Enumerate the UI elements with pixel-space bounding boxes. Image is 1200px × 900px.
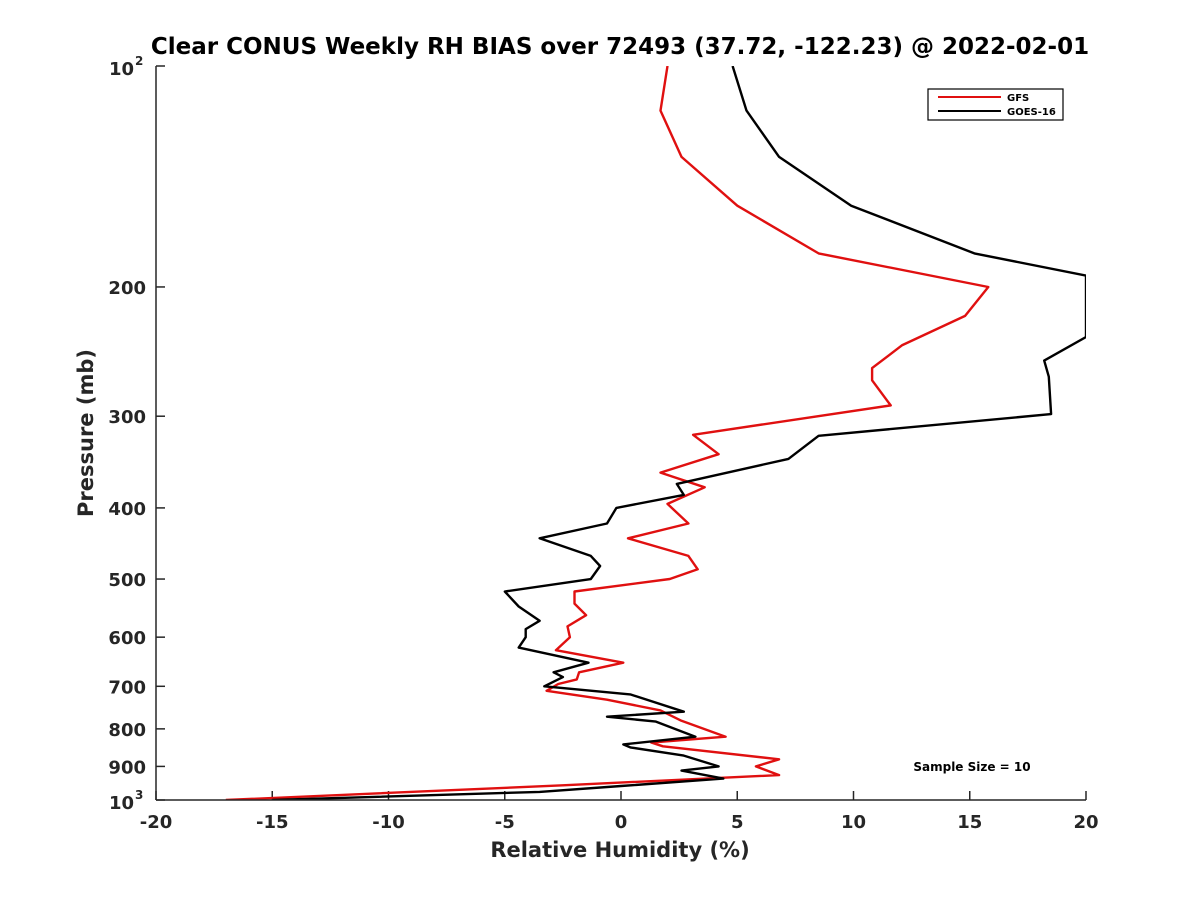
x-tick-label: -15 xyxy=(256,812,289,833)
x-axis-label: Relative Humidity (%) xyxy=(490,838,749,862)
x-tick-label: 0 xyxy=(615,812,628,833)
x-tick-label: -20 xyxy=(140,812,173,833)
axes-layer xyxy=(155,66,1086,801)
y-tick-label: 300 xyxy=(108,407,146,428)
y-tick-label: 600 xyxy=(108,628,146,649)
legend-box xyxy=(927,88,1064,121)
y-tick-label-base: 10 xyxy=(109,793,134,814)
y-tick-label-power: 10 2 xyxy=(109,54,143,80)
x-tick-label: 10 xyxy=(841,812,866,833)
legend-label-gfs: GFS xyxy=(1007,93,1029,104)
y-tick-label-base: 10 xyxy=(109,59,134,80)
y-tick-label-power: 10 3 xyxy=(109,788,143,814)
y-tick-label: 700 xyxy=(108,677,146,698)
x-tick-label: 5 xyxy=(731,812,744,833)
y-tick-label-exponent: 2 xyxy=(135,54,143,68)
legend-label-goes-16: GOES-16 xyxy=(1007,107,1056,118)
y-tick-label-exponent: 3 xyxy=(135,788,143,802)
x-tick-label: -10 xyxy=(372,812,405,833)
x-tick-label: -5 xyxy=(495,812,515,833)
x-tick-label: 15 xyxy=(957,812,982,833)
sample-size-annotation: Sample Size = 10 xyxy=(913,760,1030,774)
series-line-gfs xyxy=(225,66,990,800)
x-tick-label: 20 xyxy=(1073,812,1098,833)
y-tick-label: 800 xyxy=(108,720,146,741)
y-tick-label: 900 xyxy=(108,757,146,778)
y-axis-label: Pressure (mb) xyxy=(74,349,98,517)
y-tick-label: 200 xyxy=(108,278,146,299)
series-layer xyxy=(225,66,1086,800)
series-line-goes-16 xyxy=(272,66,1086,800)
chart-title: Clear CONUS Weekly RH BIAS over 72493 (3… xyxy=(151,34,1089,60)
legend: GFS GOES-16 xyxy=(927,88,1064,121)
y-tick-label: 400 xyxy=(108,499,146,520)
y-tick-label: 500 xyxy=(108,570,146,591)
